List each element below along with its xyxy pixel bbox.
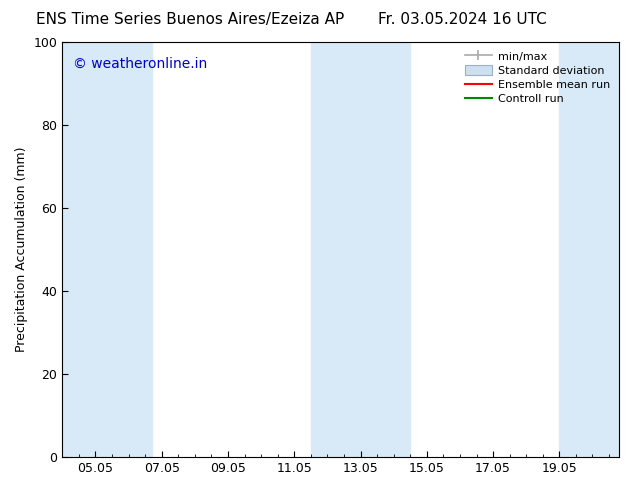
Y-axis label: Precipitation Accumulation (mm): Precipitation Accumulation (mm): [15, 147, 28, 352]
Bar: [62, 42, 152, 457]
Bar: [559, 42, 619, 457]
Text: © weatheronline.in: © weatheronline.in: [74, 56, 208, 71]
Text: Fr. 03.05.2024 16 UTC: Fr. 03.05.2024 16 UTC: [378, 12, 547, 27]
Legend: min/max, Standard deviation, Ensemble mean run, Controll run: min/max, Standard deviation, Ensemble me…: [461, 48, 614, 107]
Bar: [311, 42, 410, 457]
Text: ENS Time Series Buenos Aires/Ezeiza AP: ENS Time Series Buenos Aires/Ezeiza AP: [36, 12, 344, 27]
